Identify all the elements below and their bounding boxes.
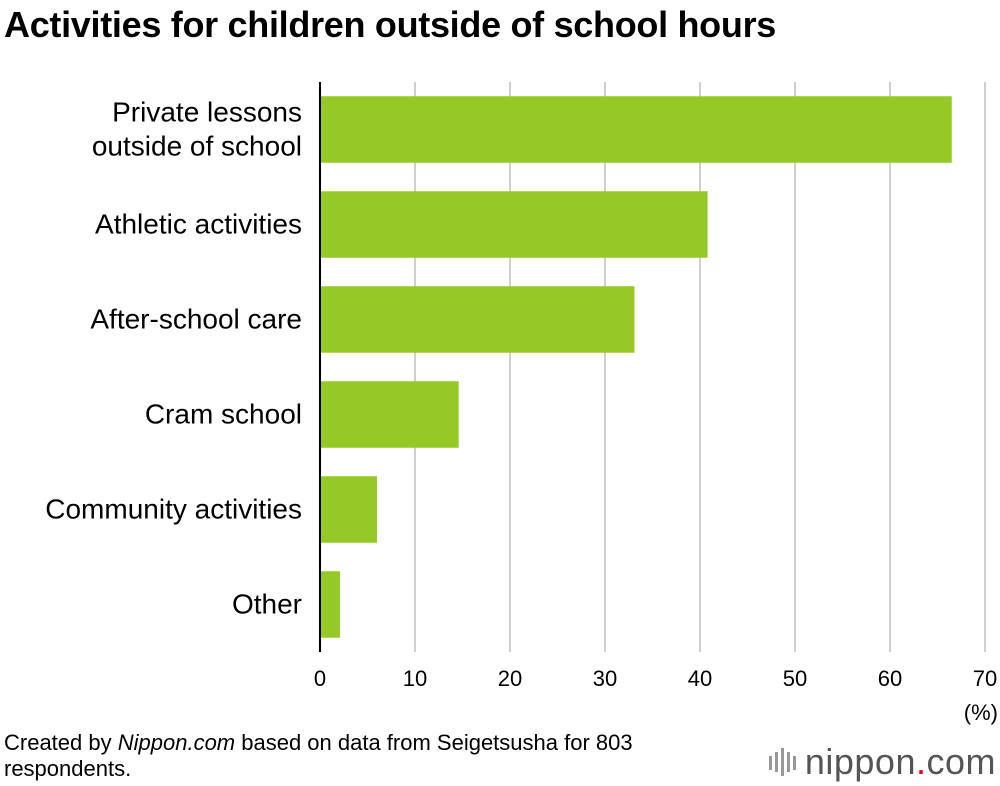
x-tick-label: 70 [973,666,997,691]
nippon-logo-icon [768,748,796,776]
x-tick-label: 40 [688,666,712,691]
x-tick-label: 60 [878,666,902,691]
bars [320,96,952,638]
bar [320,191,708,258]
category-label: Community activities [45,494,302,525]
bar [320,476,377,543]
chart-title: Activities for children outside of schoo… [4,4,776,45]
nippon-logo-text: nippon.com [805,741,996,783]
x-tick-label: 30 [593,666,617,691]
x-tick-label: 50 [783,666,807,691]
logo-name: nippon [804,741,916,782]
bar [320,381,459,448]
logo-dot: . [915,741,927,782]
x-tick-label: 20 [498,666,522,691]
category-label: Private lessons outside of school [92,97,302,162]
category-label: Athletic activities [95,209,302,240]
x-tick-label: 10 [403,666,427,691]
x-tick-label: 0 [314,666,326,691]
logo-tld: com [926,741,996,782]
bar [320,96,952,163]
x-tick-labels: 0 10 20 30 40 50 60 70 [314,666,997,691]
x-axis-unit: (%) [964,700,998,725]
nippon-logo: nippon.com [768,741,996,783]
bar [320,571,340,638]
source-prefix: Created by [4,730,118,755]
category-label: Cram school [145,399,302,430]
category-labels: Private lessons outside of school Athletic… [45,97,302,620]
category-label: Other [232,589,302,620]
source-name: Nippon.com [117,730,236,755]
source-note: Created by Nippon.com based on data from… [4,730,724,782]
bar [320,286,635,353]
category-label: After-school care [90,304,302,335]
source-suffix: based on data from Seigetsusha for 803 r… [4,730,633,781]
gridlines [414,82,986,652]
